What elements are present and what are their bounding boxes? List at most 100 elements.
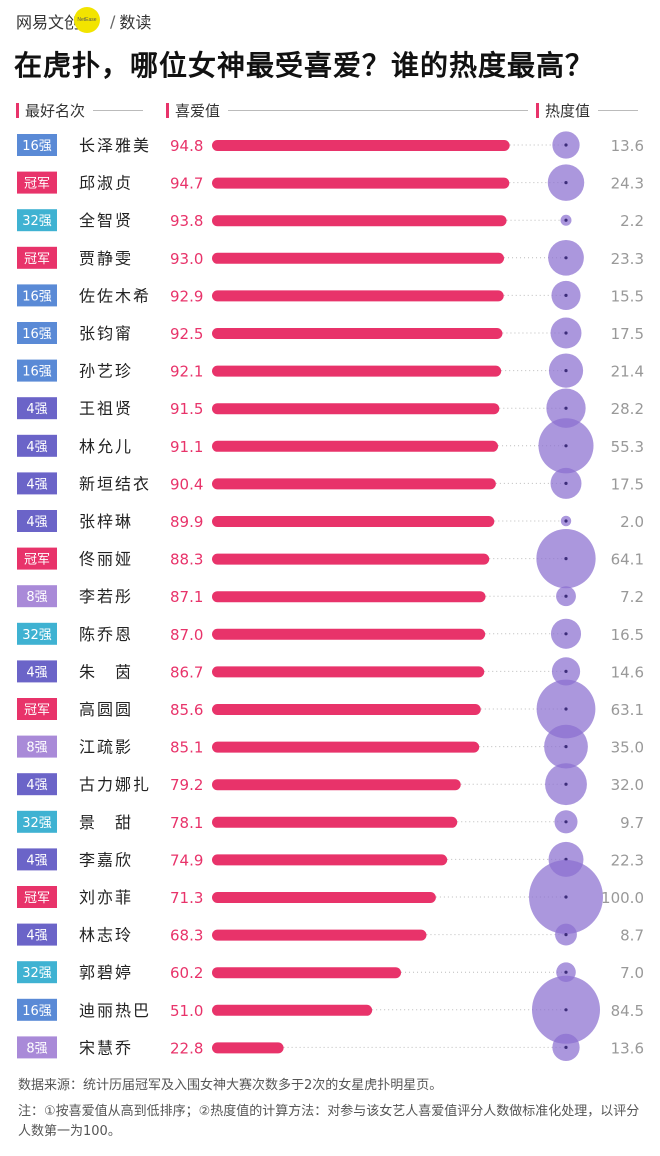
love-bar xyxy=(212,177,510,189)
love-value-label: 87.1 xyxy=(170,588,203,606)
love-heat-chart: 16强 长泽雅美 94.8 13.6 冠军 邱淑贞 94.7 24.3 32强 全智贤 93.8 2.… xyxy=(17,131,644,1062)
love-value-label: 88.3 xyxy=(170,551,203,569)
heat-value-label: 17.5 xyxy=(611,325,644,343)
heat-value-label: 2.2 xyxy=(620,212,644,230)
heat-bubble-center xyxy=(564,143,568,147)
rank-badge-label: 冠军 xyxy=(24,252,50,267)
player-name: 张梓琳 xyxy=(79,512,133,531)
love-value-label: 51.0 xyxy=(170,1002,203,1020)
heat-bubble-center xyxy=(564,1045,568,1049)
rank-badge-label: 4强 xyxy=(26,665,47,680)
heat-bubble-center xyxy=(564,669,568,674)
player-name: 全智贤 xyxy=(79,211,133,230)
data-source: 数据来源：统计历届冠军及入围女神大赛次数多于2次的女星虎扑明星页。 xyxy=(18,1078,443,1093)
rank-badge-label: 32强 xyxy=(22,816,52,831)
heat-value-label: 13.6 xyxy=(611,1039,644,1057)
love-value-label: 22.8 xyxy=(170,1039,203,1057)
rank-badge xyxy=(17,134,57,156)
heat-bubble-center xyxy=(564,481,568,485)
heat-value-label: 32.0 xyxy=(611,776,644,794)
rank-badge xyxy=(17,547,57,570)
brand-logo-text: 网易文创 xyxy=(16,13,81,32)
brand-section: 数读 xyxy=(119,13,152,32)
love-value-label: 60.2 xyxy=(170,964,203,982)
rank-badge-label: 4强 xyxy=(26,440,47,455)
player-name: 张钧甯 xyxy=(79,324,133,343)
love-bar xyxy=(212,403,500,415)
player-name: 景 甜 xyxy=(79,813,133,832)
heat-bubble-center xyxy=(564,519,568,523)
love-value-label: 68.3 xyxy=(170,927,203,945)
rank-badge xyxy=(17,848,57,871)
rank-badge-label: 冠军 xyxy=(24,177,50,192)
rank-badge xyxy=(17,735,57,758)
rank-badge-label: 4强 xyxy=(26,515,47,530)
love-bar xyxy=(212,591,486,603)
love-bar xyxy=(212,1004,373,1016)
rank-badge-label: 32强 xyxy=(22,966,52,981)
player-name: 邱淑贞 xyxy=(79,174,133,193)
column-header-rank: 最好名次 xyxy=(16,100,144,121)
love-value-label: 71.3 xyxy=(170,889,203,907)
rank-badge xyxy=(17,510,57,532)
heat-bubble-center xyxy=(564,557,568,561)
rank-badge xyxy=(17,923,57,946)
heat-bubble-center xyxy=(564,782,568,786)
heat-value-label: 7.2 xyxy=(620,588,644,606)
player-name: 刘亦菲 xyxy=(79,888,133,907)
love-value-label: 85.6 xyxy=(170,701,203,719)
heat-bubble-center xyxy=(564,895,568,899)
heat-value-label: 35.0 xyxy=(611,739,644,757)
heat-value-label: 13.6 xyxy=(611,137,644,155)
love-bar xyxy=(212,741,480,753)
heat-bubble-center xyxy=(564,406,568,410)
player-name: 林允儿 xyxy=(79,437,133,456)
love-bar xyxy=(212,929,427,941)
love-bar xyxy=(212,704,481,715)
love-bar xyxy=(212,328,503,339)
heat-value-label: 7.0 xyxy=(620,964,644,982)
player-name: 林志玲 xyxy=(79,926,133,945)
rank-badge xyxy=(17,359,57,382)
rank-badge-label: 8强 xyxy=(26,741,47,756)
love-value-label: 94.7 xyxy=(170,175,203,193)
rank-badge-label: 冠军 xyxy=(24,891,50,906)
heat-value-label: 63.1 xyxy=(611,701,644,719)
rank-badge-label: 16强 xyxy=(22,365,52,380)
rank-badge-label: 4强 xyxy=(26,853,47,868)
player-name: 王祖贤 xyxy=(79,399,133,418)
labels: 16强 长泽雅美 94.8 13.6 冠军 邱淑贞 94.7 24.3 32强 全智贤 93.8 2.… xyxy=(17,134,644,1059)
player-name: 孙艺珍 xyxy=(79,362,133,381)
rank-badge-label: 16强 xyxy=(22,1004,52,1019)
page-title: 在虎扑，哪位女神最受喜爱？谁的热度最高？ xyxy=(14,49,595,82)
heat-value-label: 21.4 xyxy=(611,363,644,381)
player-name: 李若彤 xyxy=(79,587,133,606)
love-bar xyxy=(212,628,486,640)
love-bar xyxy=(212,1042,284,1054)
love-bar xyxy=(212,290,504,302)
love-value-label: 92.1 xyxy=(170,363,203,381)
love-value-label: 74.9 xyxy=(170,851,203,869)
love-bar xyxy=(212,252,505,264)
rank-badge xyxy=(17,660,57,683)
love-value-label: 87.0 xyxy=(170,626,203,644)
rank-badge-label: 4强 xyxy=(26,477,47,492)
player-name: 宋慧乔 xyxy=(79,1038,133,1057)
rank-badge xyxy=(17,886,57,908)
love-value-label: 89.9 xyxy=(170,513,203,531)
love-value-label: 86.7 xyxy=(170,663,203,681)
rank-badge xyxy=(17,472,57,495)
rank-badge-label: 8强 xyxy=(26,1041,47,1056)
heat-bubble-center xyxy=(564,331,568,335)
love-value-label: 79.2 xyxy=(170,776,203,794)
heat-value-label: 17.5 xyxy=(611,475,644,493)
player-name: 郭碧婷 xyxy=(79,963,133,982)
column-label-rank: 最好名次 xyxy=(25,102,86,120)
rank-badge-label: 16强 xyxy=(22,289,52,304)
rank-badge-label: 32强 xyxy=(22,214,52,229)
brand-separator: / xyxy=(110,11,116,31)
love-value-label: 94.8 xyxy=(170,137,203,155)
rank-badge xyxy=(17,961,57,984)
love-value-label: 78.1 xyxy=(170,814,203,832)
player-name: 朱 茵 xyxy=(79,662,133,681)
